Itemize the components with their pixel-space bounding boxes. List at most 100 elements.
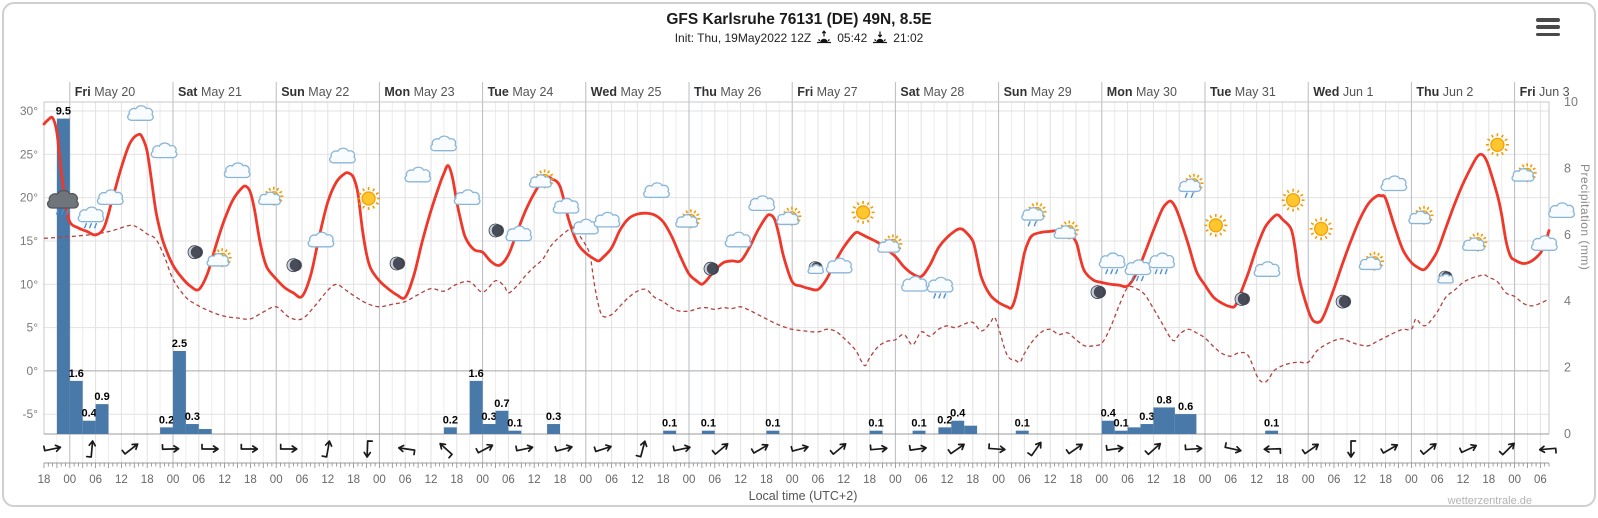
svg-text:18: 18 [1173,474,1186,486]
svg-text:18: 18 [1379,474,1392,486]
sun-cloud-icon [259,187,284,206]
precip-value: 0.4 [950,408,966,420]
svg-text:00: 00 [889,474,902,486]
sun-cloud-rain-icon [1022,202,1047,226]
day-label: Wed May 25 [591,85,662,99]
svg-text:12: 12 [837,474,850,486]
gridlines [44,102,1549,463]
day-label: Sun May 29 [1004,85,1072,99]
svg-text:18: 18 [760,474,773,486]
wind-arrow-icon [791,443,808,454]
svg-text:10°: 10° [20,277,38,291]
svg-text:12: 12 [1250,474,1263,486]
svg-text:06: 06 [89,474,102,486]
precip-value: 2.5 [172,338,187,350]
sun-cloud-icon [1409,206,1434,225]
cloud-icon [506,226,532,241]
cloud-icon [826,258,852,273]
cloud-rain-icon [78,207,104,228]
wind-arrow-icon [636,440,647,457]
precip-bar [483,424,496,434]
precip-bar [547,424,560,434]
precip-value: 0.2 [443,414,458,426]
svg-text:00: 00 [270,474,283,486]
moon-icon [1235,293,1250,306]
svg-text:06: 06 [1328,474,1341,486]
precip-bar [1115,431,1128,434]
wind-arrow-icon [1264,446,1280,454]
precip-bar [663,431,676,434]
svg-text:18: 18 [966,474,979,486]
wind-arrow-icon [555,443,572,454]
svg-text:-5°: -5° [23,407,39,421]
day-label: Fri May 20 [75,85,135,99]
precip-bar [444,427,457,434]
precip-value: 1.6 [69,368,84,380]
y-axis-right-label: Precipitation (mm) [1578,164,1592,394]
svg-text:06: 06 [1534,474,1547,486]
cloud-rain-icon [1149,253,1175,274]
svg-text:06: 06 [1121,474,1134,486]
precip-value: 0.1 [1114,418,1129,430]
cloud-rain-icon [1099,253,1125,274]
moon-icon [704,262,719,275]
wind-arrow-icon [1421,440,1438,456]
wind-arrow-icon [1185,444,1201,453]
wind-arrow-icon [398,445,415,455]
svg-text:2: 2 [1564,361,1571,375]
precip-bar [951,421,964,434]
svg-text:06: 06 [192,474,205,486]
precip-value: 0.3 [1139,411,1154,423]
svg-text:00: 00 [476,474,489,486]
sun-cloud-icon [1463,233,1488,252]
wind-arrow-icon [1225,443,1242,454]
svg-text:15°: 15° [20,234,38,248]
sun-icon [1486,133,1509,156]
cloud-icon [431,136,457,151]
wind-arrow-icon [1302,441,1319,456]
precip-bar [1153,407,1175,434]
svg-text:0: 0 [1564,427,1571,441]
day-label: Wed Jun 1 [1313,85,1373,99]
precip-bar [964,426,977,434]
storm-icon [48,191,79,214]
svg-text:12: 12 [425,474,438,486]
moon-icon [489,224,504,237]
watermark: wetterzentrale.de [1448,495,1532,507]
svg-text:00: 00 [167,474,180,486]
svg-text:06: 06 [296,474,309,486]
svg-text:12: 12 [941,474,954,486]
precip-bar [1265,431,1278,434]
cloud-rain-icon [927,277,953,298]
moon-icon [1336,295,1351,308]
day-label: Fri May 27 [797,85,857,99]
cloud-icon [1532,236,1558,251]
wind-arrow-icon [122,441,139,457]
sun-icon [852,201,875,224]
sun-icon [1204,214,1227,237]
svg-text:5°: 5° [27,321,39,335]
moon-icon [188,246,203,259]
wind-arrow-icon [87,441,96,458]
cloud-icon [454,190,480,205]
precip-value: 0.3 [546,411,561,423]
precip-bar [938,427,951,434]
wind-arrow-icon [241,445,257,453]
sun-cloud-icon [1054,221,1079,240]
svg-text:18: 18 [657,474,670,486]
svg-text:18: 18 [863,474,876,486]
svg-text:12: 12 [734,474,747,486]
precip-bar [1128,427,1141,434]
wind-arrow-icon [1066,441,1083,456]
svg-text:06: 06 [1224,474,1237,486]
svg-text:06: 06 [812,474,825,486]
wind-arrow-icon [948,441,965,456]
cloud-icon [128,106,154,121]
svg-text:00: 00 [579,474,592,486]
precip-value: 0.2 [159,414,174,426]
wind-arrow-icon [830,440,847,456]
day-label: Mon May 30 [1107,85,1177,99]
